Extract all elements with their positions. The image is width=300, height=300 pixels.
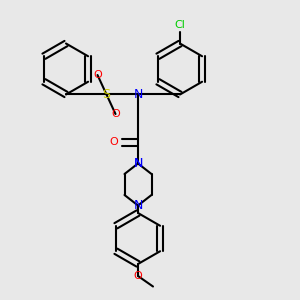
Text: O: O bbox=[111, 109, 120, 119]
Text: O: O bbox=[110, 137, 118, 148]
Text: N: N bbox=[133, 157, 143, 170]
Text: N: N bbox=[133, 199, 143, 212]
Text: O: O bbox=[134, 271, 142, 281]
Text: N: N bbox=[133, 88, 143, 101]
Text: S: S bbox=[103, 88, 110, 101]
Text: O: O bbox=[93, 70, 102, 80]
Text: Cl: Cl bbox=[175, 20, 185, 31]
Text: N: N bbox=[133, 157, 143, 170]
